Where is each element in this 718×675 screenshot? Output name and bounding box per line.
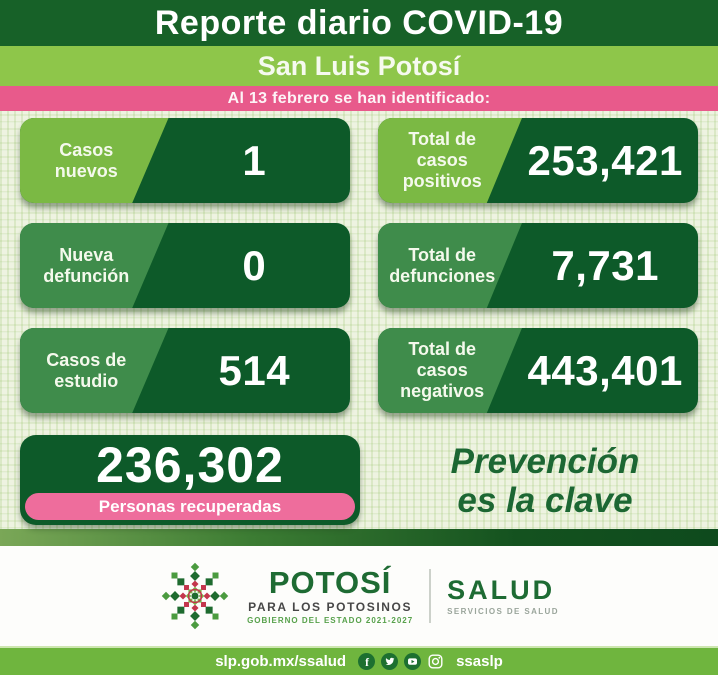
recovered-label: Personas recuperadas: [98, 496, 282, 516]
stat-value: 253,421: [527, 136, 683, 184]
state-subtitle-bar: San Luis Potosí: [0, 46, 718, 86]
stat-card-total-negativos: Total de casos negativos 443,401: [378, 328, 698, 413]
stat-value: 1: [242, 136, 267, 184]
stat-label: Casos de estudio: [46, 349, 127, 391]
social-handle[interactable]: ssaslp: [456, 653, 503, 670]
potosi-name: POTOSÍ: [268, 565, 392, 600]
stat-label: Nueva defunción: [43, 244, 130, 286]
youtube-icon[interactable]: [404, 653, 422, 670]
stat-label: Casos nuevos: [54, 139, 118, 181]
stat-card-nueva-defuncion: Nueva defunción 0: [20, 223, 350, 308]
stat-label: Total de casos negativos: [400, 339, 485, 401]
stat-value: 7,731: [551, 241, 659, 289]
potosi-government-text: GOBIERNO DEL ESTADO 2021-2027: [247, 616, 414, 625]
bottom-bar: slp.gob.mx/ssalud f ssaslp: [0, 648, 718, 675]
stat-card-total-positivos: Total de casos positivos 253,421: [378, 118, 698, 203]
state-name: San Luis Potosí: [257, 50, 461, 81]
instagram-icon[interactable]: [427, 653, 444, 670]
report-title: Reporte diario COVID-19: [154, 3, 564, 42]
stat-label: Total de defunciones: [389, 244, 496, 286]
potosi-tagline: PARA LOS POTOSINOS: [248, 600, 413, 614]
footer-logos: POTOSÍ PARA LOS POTOSINOS GOBIERNO DEL E…: [0, 546, 718, 648]
recovered-card: 236,302 Personas recuperadas: [20, 435, 360, 525]
report-title-bar: Reporte diario COVID-19: [0, 0, 718, 46]
stat-card-casos-estudio: Casos de estudio 514: [20, 328, 350, 413]
logo-divider: [429, 569, 432, 623]
slogan-line1: Prevención: [450, 442, 640, 481]
salud-subtext: SERVICIOS DE SALUD: [447, 606, 559, 616]
stat-value: 443,401: [527, 346, 683, 394]
slogan-line2: es la clave: [457, 480, 633, 520]
svg-text:f: f: [365, 657, 369, 669]
salud-wordmark: SALUD SERVICIOS DE SALUD: [447, 574, 559, 616]
salud-name: SALUD: [447, 574, 556, 605]
date-banner: Al 13 febrero se han identificado:: [0, 86, 718, 111]
recovered-value: 236,302: [96, 437, 284, 493]
stat-label: Total de casos positivos: [402, 129, 482, 191]
potosi-wordmark: POTOSÍ PARA LOS POTOSINOS GOBIERNO DEL E…: [247, 567, 413, 625]
stat-value: 514: [218, 346, 291, 394]
date-banner-text: Al 13 febrero se han identificado:: [227, 89, 491, 107]
website-link[interactable]: slp.gob.mx/ssalud: [215, 653, 347, 670]
gradient-divider-strip: [0, 529, 718, 546]
social-icons-row: f: [358, 653, 444, 670]
recovered-pill: Personas recuperadas: [25, 493, 355, 520]
potosi-emblem-icon: [161, 562, 229, 630]
stat-value: 0: [242, 241, 267, 289]
facebook-icon[interactable]: f: [358, 653, 376, 670]
stat-card-casos-nuevos: Casos nuevos 1: [20, 118, 350, 203]
stat-card-total-defunciones: Total de defunciones 7,731: [378, 223, 698, 308]
twitter-icon[interactable]: [381, 653, 399, 670]
prevention-slogan: Prevención es la clave: [380, 442, 710, 520]
